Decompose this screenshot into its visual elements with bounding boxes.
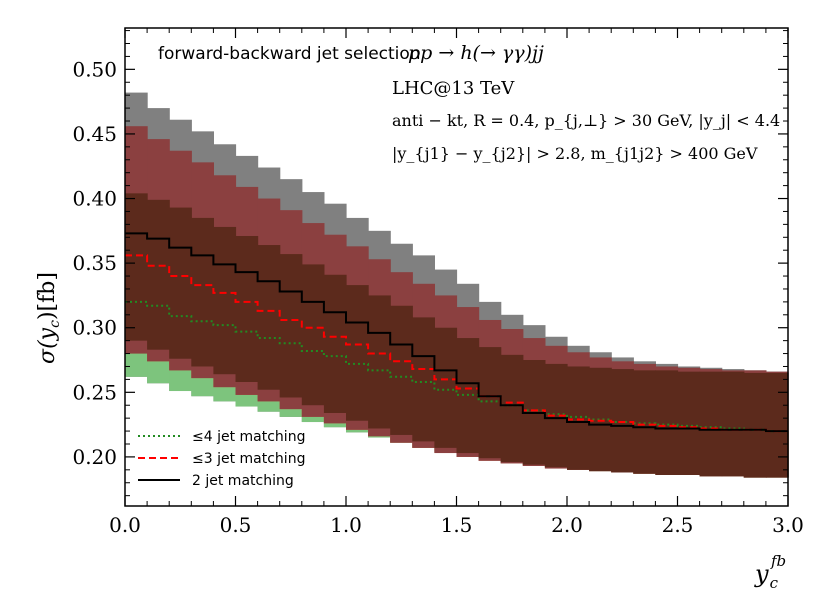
line-2jet [125,232,788,433]
band-2jet [213,226,237,375]
band-2jet [478,347,502,459]
x-tick-label: 1.5 [441,513,473,537]
band-2jet [279,254,303,398]
y-tick-label: 0.40 [72,187,117,211]
band-2jet [147,199,170,350]
annotation-selection: forward-backward jet selection [158,44,421,64]
y-tick-label: 0.25 [72,380,117,404]
band-2jet [721,371,745,477]
annotation-cuts2: |y_{j1} − y_{j2}| > 2.8, m_{j1j2} > 400 … [392,144,758,163]
axes: 0.0 0.5 1.0 1.5 2.0 2.5 3.0 0.20 0.25 0.30 0.35 0.4… [72,27,804,537]
legend: ≤4 jet matching ≤3 jet matching 2 jet ma… [138,429,305,489]
band-2jet [743,372,767,478]
band-2jet [323,274,347,413]
x-axis-label: ycfb [754,552,786,592]
x-tick-label: 3.0 [772,513,804,537]
band-2jet [390,305,413,435]
band-2jet [633,370,656,474]
annotation-process: pp → h(→ γγ)jj [408,42,544,64]
x-tick-label: 2.0 [551,513,583,537]
band-2jet [500,354,524,463]
band-2jet [368,295,391,429]
y-tick-label: 0.45 [72,122,117,146]
band-2jet [346,285,369,421]
y-tick-label: 0.50 [72,57,117,81]
y-tick-label: 0.20 [72,445,117,469]
annotation-cuts1: anti − kt, R = 0.4, p_{j,⊥} > 30 GeV, |y… [392,111,780,130]
band-2jet [125,193,148,341]
x-tick-label: 0.0 [109,513,141,537]
band-2jet [434,327,458,448]
band-2jet [257,245,281,390]
x-tick-label: 0.5 [220,513,252,537]
band-2jet [235,235,259,382]
band-2jet [301,264,325,406]
line-4jet [125,300,788,433]
band-2jet [677,371,701,475]
band-2jet [412,317,435,442]
band-2jet [191,217,214,367]
legend-label-4jet: ≤4 jet matching [192,429,305,445]
y-tick-label: 0.30 [72,316,117,340]
x-tick-label: 2.5 [662,513,694,537]
central-lines [125,232,788,433]
band-2jet [567,366,590,470]
band-2jet [699,371,723,477]
legend-label-2jet: 2 jet matching [192,473,294,489]
band-2jet [765,372,789,478]
legend-label-3jet: ≤3 jet matching [192,451,305,467]
band-2jet [611,369,634,473]
y-tick-label: 0.35 [72,251,117,275]
band-2jet [544,363,568,468]
band-2jet [655,370,679,475]
band-2jet [169,207,192,359]
uncertainty-bands [125,92,789,478]
band-2jet [589,367,612,472]
y-axis-label: σ(yc)[fb] [35,272,63,364]
annotation-collider: LHC@13 TeV [392,78,515,99]
x-tick-label: 1.0 [330,513,362,537]
